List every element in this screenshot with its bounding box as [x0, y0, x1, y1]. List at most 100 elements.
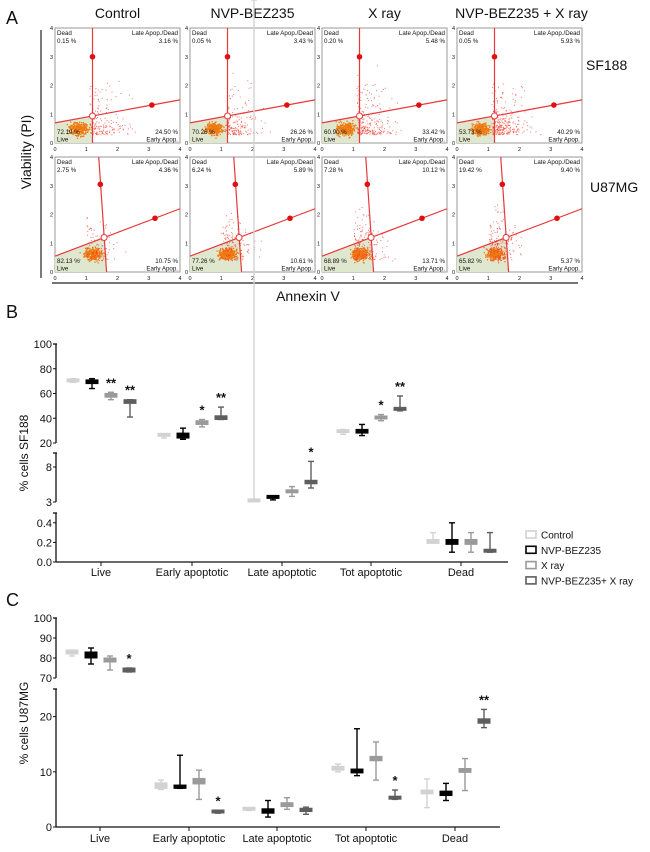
event-dot: [505, 254, 507, 256]
event-dot-live: [220, 124, 222, 126]
event-dot: [89, 88, 91, 90]
event-dot-live: [483, 130, 485, 132]
event-dot: [504, 233, 506, 235]
event-dot-live: [475, 133, 477, 135]
event-dot: [496, 230, 498, 232]
event-dot: [106, 82, 108, 84]
event-dot: [490, 224, 492, 226]
event-dot-live: [468, 129, 470, 131]
event-dot: [376, 65, 378, 67]
y-tick-label: 4: [185, 155, 188, 161]
event-dot: [237, 89, 239, 91]
event-dot-live: [208, 122, 210, 125]
event-dot: [355, 260, 357, 262]
event-dot-live: [337, 133, 340, 136]
event-dot: [232, 127, 234, 129]
event-dot: [385, 256, 387, 258]
quadrant-pct-live: 82.13 %: [57, 258, 80, 265]
event-dot: [97, 89, 99, 91]
box-nvp-bez235-x-ray: **: [393, 379, 407, 412]
event-dot: [228, 248, 230, 250]
event-dot-live: [218, 253, 221, 255]
box: [304, 479, 318, 485]
legend-label: NVP-BEZ235: [541, 546, 601, 557]
y-tick-label: 2: [185, 84, 188, 90]
event-dot: [527, 125, 529, 127]
event-dot-live: [99, 257, 101, 259]
event-dot: [94, 258, 96, 260]
event-dot: [234, 237, 236, 239]
event-dot: [111, 91, 113, 93]
event-dot: [496, 102, 498, 104]
event-dot: [497, 250, 499, 252]
event-dot: [508, 124, 510, 126]
event-dot-live: [225, 247, 228, 249]
box-control: [66, 377, 80, 384]
event-dot-live: [83, 129, 85, 132]
event-dot: [506, 243, 508, 245]
event-dot: [492, 126, 494, 128]
event-dot: [92, 247, 94, 249]
event-dot: [241, 120, 243, 122]
event-dot-live: [222, 257, 224, 259]
quadrant-pct-late: 5.93 %: [561, 38, 581, 45]
event-dot: [508, 128, 510, 130]
event-dot: [360, 120, 362, 122]
event-dot-live: [485, 256, 487, 258]
event-dot-live: [93, 257, 96, 259]
event-dot: [510, 239, 512, 241]
event-dot-live: [354, 249, 356, 252]
event-dot: [521, 105, 523, 107]
event-dot: [380, 108, 382, 110]
event-dot-live: [476, 120, 478, 123]
event-dot: [490, 248, 492, 250]
event-dot: [356, 255, 358, 257]
event-dot-live: [348, 122, 350, 124]
quadrant-label-early: Early Apop.: [413, 266, 445, 273]
event-dot-live: [480, 132, 482, 134]
quadrant-label-late: Late Apop./Dead: [132, 30, 179, 37]
event-dot: [228, 119, 230, 121]
event-dot-live: [76, 132, 79, 134]
x-tick-label: 3: [414, 276, 417, 282]
event-dot: [503, 252, 505, 254]
event-dot: [517, 129, 519, 131]
event-dot-live: [220, 126, 222, 129]
category-label: Live: [90, 833, 110, 845]
quadrant-pct-dead: 0.05 %: [192, 38, 212, 45]
event-dot-live: [217, 125, 219, 127]
x-tick-label: 4: [580, 276, 583, 282]
event-dot: [247, 249, 249, 251]
event-dot: [356, 250, 358, 252]
event-dot: [503, 218, 505, 220]
event-dot: [496, 124, 498, 126]
event-dot-live: [83, 128, 86, 131]
event-dot: [222, 247, 224, 249]
event-dot-live: [501, 252, 503, 254]
event-dot-live: [70, 131, 73, 134]
event-dot: [232, 132, 234, 134]
event-dot-live: [363, 254, 365, 257]
quadrant-pct-live: 68.89 %: [324, 258, 347, 265]
event-dot-live: [493, 258, 495, 260]
event-dot-live: [90, 251, 93, 253]
event-dot: [387, 120, 389, 122]
event-dot: [125, 251, 127, 253]
y-tick-label: 1: [317, 241, 320, 247]
y-tick-label: 2: [50, 84, 53, 90]
quadrant-pct-live: 60.90 %: [324, 129, 347, 136]
event-dot-live: [68, 131, 71, 133]
event-dot-live: [494, 257, 496, 259]
event-dot: [89, 103, 91, 105]
event-dot: [365, 233, 367, 235]
event-dot-live: [95, 249, 98, 252]
event-dot: [238, 132, 240, 134]
event-dot-live: [93, 255, 96, 257]
event-dot-live: [84, 125, 87, 128]
event-dot: [515, 93, 517, 95]
event-dot: [368, 231, 370, 233]
event-dot-live: [94, 261, 96, 263]
event-dot: [362, 213, 364, 215]
event-dot-live: [341, 129, 344, 132]
event-dot: [228, 95, 230, 97]
